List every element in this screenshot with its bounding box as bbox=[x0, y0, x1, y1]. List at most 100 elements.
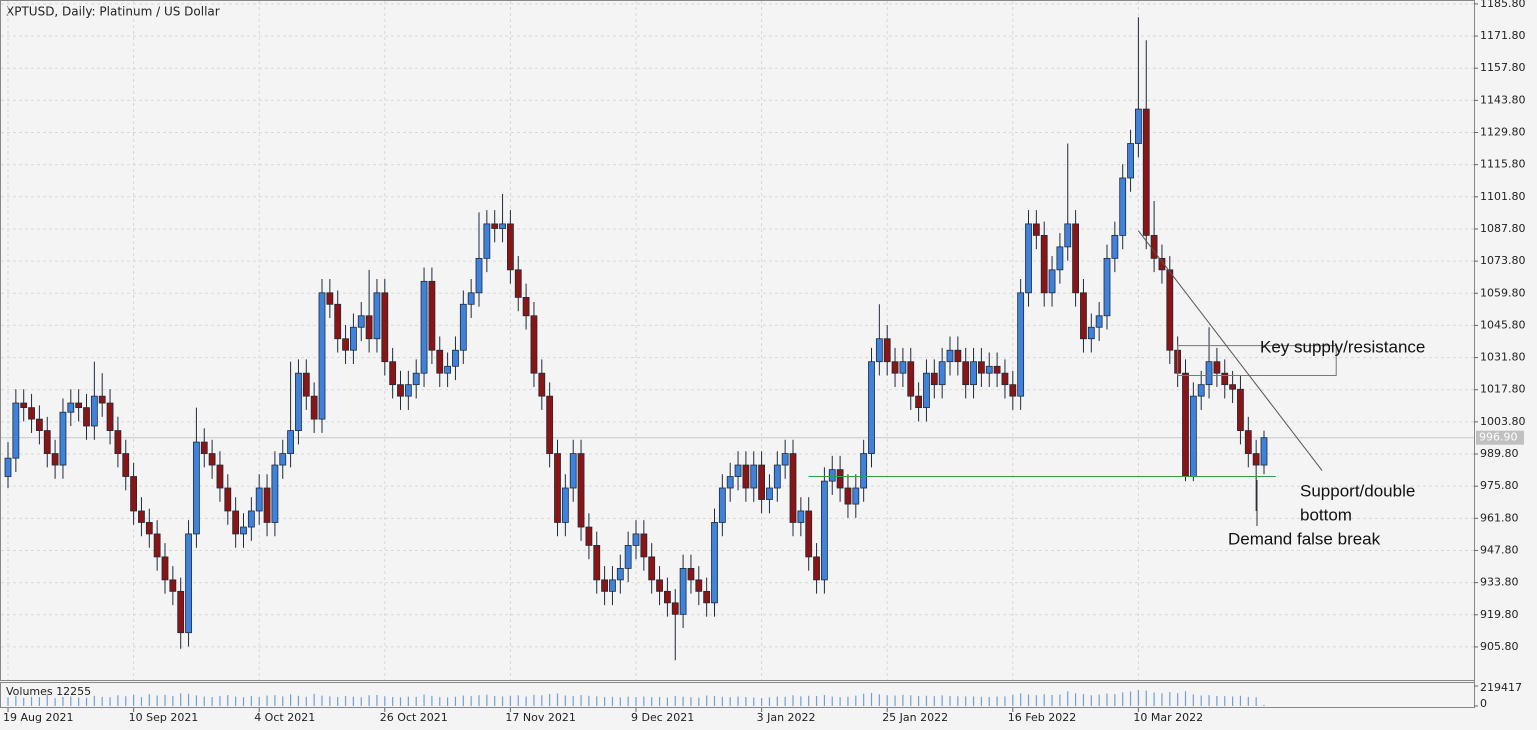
candle-body bbox=[1032, 223, 1040, 236]
y-tick-label: 1017.80 bbox=[1480, 383, 1526, 396]
candle-body bbox=[985, 365, 993, 374]
y-tick-label: 1045.80 bbox=[1480, 318, 1526, 331]
candle-body bbox=[860, 453, 868, 489]
x-tick-label: 3 Jan 2022 bbox=[757, 711, 816, 724]
candle-body bbox=[813, 556, 820, 581]
candle-body bbox=[1221, 372, 1229, 386]
candle-body bbox=[836, 469, 844, 489]
candle-body bbox=[766, 487, 773, 500]
candle-body bbox=[177, 590, 185, 634]
y-tick-label: 947.80 bbox=[1480, 543, 1519, 556]
x-tick-label: 25 Jan 2022 bbox=[882, 711, 948, 724]
candle-body bbox=[1009, 384, 1017, 397]
candle-body bbox=[687, 567, 695, 581]
candle-body bbox=[656, 579, 663, 592]
candle-body bbox=[279, 453, 287, 466]
x-tick-label: 16 Feb 2022 bbox=[1008, 711, 1076, 724]
candle-body bbox=[664, 590, 671, 604]
candle-body bbox=[1072, 223, 1079, 294]
candle-body bbox=[4, 457, 12, 477]
candle-body bbox=[444, 365, 452, 374]
candle-body bbox=[1142, 108, 1150, 236]
candle-body bbox=[381, 292, 389, 363]
candle-body bbox=[679, 567, 687, 615]
chart-title: XPTUSD, Daily: Platinum / US Dollar bbox=[6, 5, 220, 19]
candle-body bbox=[930, 372, 938, 386]
candle-body bbox=[577, 453, 585, 528]
y-tick-label: 919.80 bbox=[1480, 608, 1519, 621]
candle-body bbox=[145, 522, 153, 535]
candle-body bbox=[585, 526, 593, 546]
candle-body bbox=[20, 402, 28, 409]
y-tick-label: 989.80 bbox=[1480, 447, 1519, 460]
y-tick-label: 1031.80 bbox=[1480, 351, 1526, 364]
y-tick-label: 1059.80 bbox=[1480, 286, 1526, 299]
candle-body bbox=[828, 469, 836, 482]
candle-body bbox=[875, 338, 883, 363]
candle-body bbox=[1080, 292, 1087, 340]
candle-body bbox=[1135, 108, 1142, 144]
candle-body bbox=[844, 487, 852, 505]
candle-body bbox=[28, 407, 35, 420]
candle-body bbox=[726, 476, 734, 489]
candle-body bbox=[302, 372, 310, 397]
candle-body bbox=[750, 464, 758, 489]
candle-body bbox=[561, 487, 569, 523]
candle-body bbox=[475, 257, 483, 294]
candle-body bbox=[1017, 292, 1025, 397]
candle-body bbox=[43, 430, 51, 454]
candle-body bbox=[459, 303, 467, 351]
candle-body bbox=[1260, 437, 1268, 466]
candle-body bbox=[506, 223, 514, 271]
candle-body bbox=[703, 590, 711, 604]
trend-line bbox=[1138, 230, 1323, 471]
candle-body bbox=[609, 579, 616, 592]
y-tick-label: 933.80 bbox=[1480, 576, 1519, 589]
candle-body bbox=[1189, 395, 1197, 477]
candle-body bbox=[185, 533, 192, 634]
candle-body bbox=[946, 349, 954, 363]
candle-body bbox=[138, 510, 145, 523]
candle-body bbox=[106, 402, 114, 431]
candle-body bbox=[718, 487, 726, 523]
candle-body bbox=[569, 453, 577, 489]
candle-body bbox=[1237, 388, 1244, 431]
y-tick-label: 905.80 bbox=[1480, 640, 1519, 653]
x-tick-label: 10 Mar 2022 bbox=[1133, 711, 1203, 724]
candle-body bbox=[420, 280, 428, 374]
candle-body bbox=[1158, 257, 1166, 271]
candle-body bbox=[1095, 315, 1103, 328]
candle-body bbox=[192, 441, 200, 535]
candle-body bbox=[1166, 269, 1174, 351]
candle-body bbox=[1001, 372, 1009, 386]
candle-body bbox=[169, 579, 177, 592]
candle-body bbox=[1111, 234, 1119, 259]
y-tick-label: 219417 bbox=[1480, 681, 1522, 694]
candle-body bbox=[593, 545, 601, 581]
candle-body bbox=[648, 556, 656, 581]
candle-body bbox=[412, 372, 420, 386]
candle-body bbox=[938, 361, 946, 386]
candle-body bbox=[954, 349, 962, 363]
candle-body bbox=[1103, 257, 1111, 317]
x-tick-label: 4 Oct 2021 bbox=[254, 711, 315, 724]
candle-body bbox=[326, 292, 334, 305]
candle-body bbox=[1197, 384, 1205, 397]
candle-body bbox=[781, 453, 789, 466]
candle-body bbox=[852, 487, 860, 505]
candle-body bbox=[287, 430, 295, 454]
candle-body bbox=[318, 292, 326, 420]
candle-body bbox=[12, 402, 20, 459]
candle-body bbox=[695, 579, 703, 592]
annotation: Demand false break bbox=[1228, 529, 1381, 548]
candle-body bbox=[1064, 223, 1072, 248]
candle-body bbox=[601, 579, 608, 592]
candle-body bbox=[640, 533, 648, 558]
candle-body bbox=[671, 602, 679, 615]
x-tick-label: 10 Sep 2021 bbox=[129, 711, 199, 724]
candle-body bbox=[734, 464, 742, 477]
candle-body bbox=[483, 223, 491, 259]
candle-body bbox=[1244, 430, 1252, 454]
candle-body bbox=[452, 349, 459, 367]
